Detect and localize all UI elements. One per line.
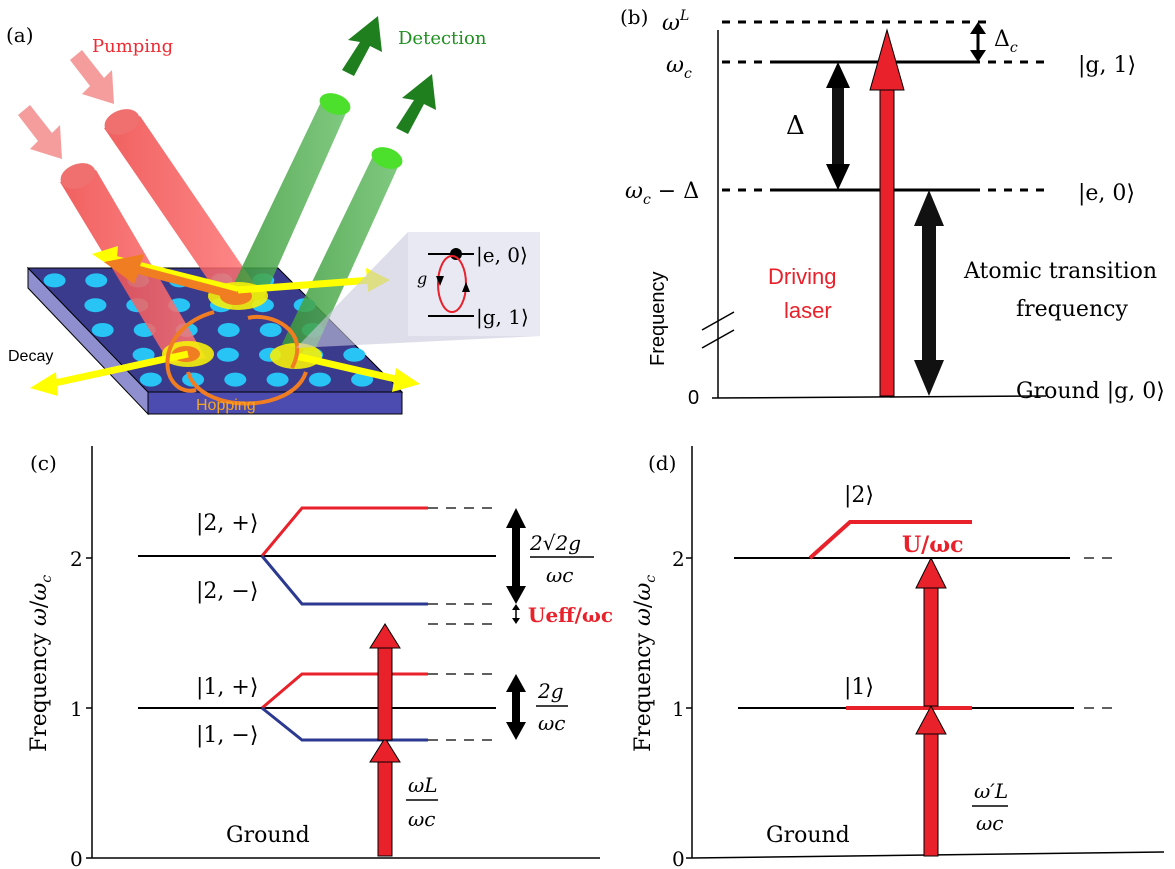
orange-arrow	[104, 254, 238, 300]
pump-arrow-2	[18, 105, 62, 159]
panel-a-label: (a)	[6, 23, 34, 47]
tick-d-2: 2	[672, 547, 685, 571]
zero-label: 0	[688, 387, 699, 409]
ueff-arrow	[512, 604, 520, 624]
panel-d: (d) 2 1 0 Frequency ω/ωc |2⟩ |1⟩ U/ωc ω′…	[631, 446, 1165, 869]
panel-b-label: (b)	[620, 5, 648, 29]
tick-d-1: 1	[672, 697, 685, 721]
tick-2: 2	[70, 547, 83, 571]
ground-label: Ground |g, 0⟩	[1016, 379, 1165, 404]
crystal-hole	[266, 372, 289, 387]
drive-d-lower	[915, 704, 947, 857]
inset-state-lower: |g, 1⟩	[476, 305, 529, 330]
drive-d-upper	[915, 556, 947, 707]
drive-num: ωL	[408, 773, 438, 797]
state-e0-label: |e, 0⟩	[1078, 181, 1135, 206]
detect-beam-1	[230, 93, 351, 302]
crystal-hole	[259, 323, 282, 337]
inset-g: g	[417, 269, 427, 288]
decay-label: Decay	[8, 348, 53, 365]
state-2p-label: |2, +⟩	[196, 511, 258, 536]
delta-c-label: Δc	[994, 27, 1018, 56]
atomic-arrow	[914, 190, 944, 396]
crystal-hole	[217, 323, 240, 337]
ueff-label: Ueff/ωc	[528, 603, 613, 627]
panel-c-yaxis-label: Frequency ω/ωc	[27, 575, 55, 752]
axis-break-2	[701, 329, 735, 349]
hopping-loops	[165, 310, 308, 406]
drive-d-num: ω′L	[974, 779, 1008, 803]
hopping-label: Hopping	[196, 397, 256, 414]
state-2m-label: |2, −⟩	[196, 579, 258, 604]
state-g1-label: |g, 1⟩	[1078, 53, 1136, 78]
pumping-label: Pumping	[92, 36, 173, 57]
frequency-axis-label: Frequency	[647, 272, 669, 367]
level-1-plus	[261, 672, 428, 710]
drive-den: ωc	[408, 807, 436, 831]
crystal-hole	[91, 323, 114, 337]
ground-c-label: Ground	[226, 823, 310, 848]
tick-0: 0	[70, 847, 83, 869]
crystal-hole	[216, 347, 239, 362]
driving-laser-arrow	[869, 28, 905, 397]
state-1m-label: |1, −⟩	[196, 723, 258, 748]
drive-d-den: ωc	[976, 811, 1004, 835]
state-d-2-label: |2⟩	[844, 483, 874, 508]
detect-beam-2	[282, 147, 403, 352]
panel-c: (c) 2 1 0 Frequency ω/ωc	[27, 446, 613, 869]
panel-c-label: (c)	[30, 451, 57, 475]
crystal-hole	[132, 347, 155, 362]
detect-arrow-2	[396, 74, 436, 134]
pump-beam-1	[104, 109, 260, 300]
drive-arrow-lower	[369, 737, 401, 857]
omega-L-label: ωL	[662, 8, 689, 36]
atomic-transition-label-1: Atomic transition	[963, 259, 1157, 284]
state-d-1-label: |1⟩	[844, 675, 874, 700]
tick-1: 1	[70, 697, 83, 721]
crystal-hole	[84, 298, 107, 313]
inset-state-upper: |e, 0⟩	[476, 243, 528, 268]
driving-laser-label-1: Driving	[768, 264, 836, 289]
split-2-arrow	[506, 508, 526, 604]
omega-c-minus-delta-label: ωc − Δ	[625, 179, 699, 208]
crystal-hole	[139, 372, 162, 387]
panel-b: (b)	[620, 5, 1165, 409]
split-2-den: ωc	[546, 563, 574, 587]
pump-arrow-1	[70, 50, 114, 104]
panel-b-baseline	[711, 395, 1047, 399]
atomic-transition-label-2: frequency	[1016, 297, 1128, 322]
delta-c-arrow	[970, 22, 986, 62]
delta-arrow	[826, 62, 850, 190]
level-2-minus	[260, 555, 428, 606]
split-2-num: 2√2g	[529, 531, 581, 555]
crystal-hole	[85, 273, 108, 288]
level-d-2-shifted	[808, 520, 972, 560]
inset-box	[408, 232, 540, 336]
detect-arrow-1	[342, 16, 382, 76]
split-1-num: 2g	[537, 679, 564, 703]
split-1-arrow	[506, 674, 526, 740]
panel-d-yaxis-label: Frequency ω/ωc	[631, 575, 659, 752]
crystal-hole	[43, 273, 66, 288]
crystal-hole	[224, 372, 247, 387]
slab-side-front	[147, 391, 403, 415]
driving-laser-label-2: laser	[784, 298, 832, 323]
axis-break-1	[701, 311, 735, 331]
u-label: U/ωc	[902, 532, 964, 558]
omega-c-label: ωc	[666, 53, 692, 82]
crystal-hole	[343, 347, 366, 362]
tick-d-0: 0	[672, 847, 685, 869]
panel-a: (a) Pumping Detection	[6, 16, 540, 416]
crystal-hole	[308, 372, 331, 387]
drive-arrow-upper	[369, 623, 401, 741]
split-1-den: ωc	[538, 711, 566, 735]
state-1p-label: |1, +⟩	[196, 675, 258, 700]
delta-label: Δ	[786, 111, 805, 141]
panel-d-label: (d)	[648, 451, 676, 475]
detection-label: Detection	[398, 28, 487, 49]
ground-d-label: Ground	[766, 823, 850, 848]
level-2-plus	[260, 506, 428, 557]
level-1-minus	[261, 706, 428, 742]
